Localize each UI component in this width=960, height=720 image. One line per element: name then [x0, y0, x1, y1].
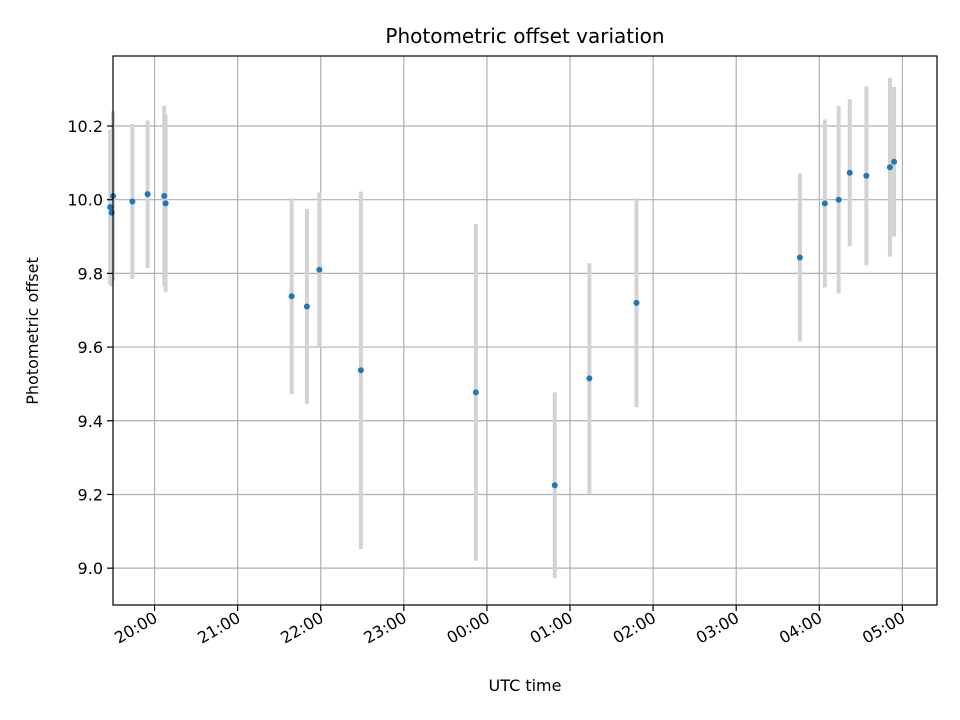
data-point	[303, 303, 310, 310]
data-point	[162, 200, 169, 207]
y-tick-label: 9.4	[78, 412, 103, 431]
data-point	[863, 172, 870, 179]
data-point	[586, 375, 593, 382]
y-tick-label: 10.0	[67, 191, 103, 210]
y-tick-label: 9.8	[78, 264, 103, 283]
y-tick-label: 10.2	[67, 117, 103, 136]
data-point	[835, 196, 842, 203]
data-point	[288, 293, 295, 300]
data-point	[108, 209, 115, 216]
grid-lines	[113, 56, 937, 605]
y-tick-label: 9.2	[78, 485, 103, 504]
y-axis-ticks: 9.0 9.2 9.4 9.6 9.8 10.0 10.2	[67, 117, 113, 578]
data-point	[144, 191, 151, 198]
data-point	[316, 266, 323, 273]
y-tick-label: 9.6	[78, 338, 103, 357]
data-point	[633, 299, 640, 306]
data-point	[472, 389, 479, 396]
data-point	[886, 164, 893, 171]
data-points	[107, 158, 898, 489]
plot-area-frame	[112, 55, 938, 606]
chart-title: Photometric offset variation	[385, 24, 664, 48]
data-point	[107, 204, 114, 211]
data-point	[129, 198, 136, 205]
x-axis-label: UTC time	[489, 676, 562, 695]
data-point	[161, 193, 168, 200]
data-point	[357, 367, 364, 374]
data-point	[551, 482, 558, 489]
y-tick-label: 9.0	[78, 559, 103, 578]
data-point	[846, 169, 853, 176]
data-point	[796, 254, 803, 261]
data-point	[891, 158, 898, 165]
y-axis-label: Photometric offset	[23, 257, 42, 405]
data-point	[821, 200, 828, 207]
